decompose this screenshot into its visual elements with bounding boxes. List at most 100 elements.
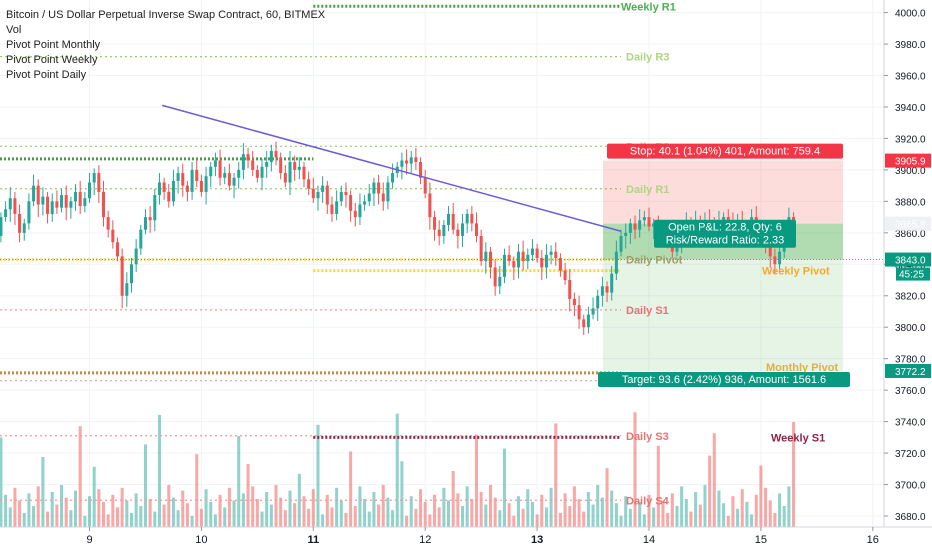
target-label: Target: 93.6 (2.42%) 936, Amount: 1561.6: [622, 374, 826, 386]
legend-study-weekly: Pivot Point Weekly: [6, 54, 98, 66]
candle-body: [451, 213, 455, 230]
candle-body: [372, 182, 376, 194]
volume-bar: [759, 465, 763, 527]
candle-body: [512, 261, 516, 268]
candle-body: [596, 295, 600, 309]
candle-body: [409, 157, 413, 164]
candle-body: [115, 242, 120, 257]
volume-bar: [316, 424, 320, 527]
last-price-tag-bg: [885, 252, 931, 267]
candle-body: [148, 217, 152, 221]
volume-bar: [311, 489, 315, 527]
volume-bar: [563, 493, 567, 527]
candle-body: [647, 217, 651, 227]
volume-bar: [171, 497, 175, 527]
stop-price-tag-bg: [885, 153, 931, 168]
candle-body: [423, 177, 427, 194]
volume-bar: [83, 515, 87, 527]
candle-body: [474, 223, 479, 236]
candle-body: [344, 191, 348, 196]
candle-body: [610, 273, 614, 293]
price-tick-label: 3900.0: [895, 166, 926, 177]
volume-bar: [554, 423, 558, 527]
candle-body: [60, 195, 64, 208]
time-tick-label: 12: [419, 534, 431, 546]
volume-bar: [409, 496, 413, 527]
time-axis[interactable]: 9 10 11 12 13 14 15 16: [0, 526, 932, 550]
volume-bar: [32, 506, 36, 527]
target-price-tag: 3772.2: [895, 367, 926, 378]
price-tick-label: 3700.0: [895, 481, 926, 492]
trendline[interactable]: [0, 104, 884, 260]
price-tick-label: 3820.0: [895, 292, 926, 303]
candle-body: [507, 254, 511, 262]
candle-body: [255, 169, 259, 178]
volume-bar: [251, 486, 255, 527]
volume-bar: [64, 497, 68, 527]
candle-body: [302, 166, 306, 180]
candle-body: [32, 185, 36, 202]
volume-bar: [255, 499, 259, 527]
candle-body: [586, 314, 590, 328]
candle-body: [353, 210, 357, 218]
volume-bar: [698, 504, 702, 527]
volume-bar: [577, 499, 581, 527]
volume-bar: [540, 494, 544, 527]
candle-body: [241, 154, 245, 170]
volume-bar: [451, 471, 455, 527]
volume-bar: [339, 500, 343, 527]
volume-bar: [148, 499, 152, 527]
volume-bar: [321, 514, 325, 527]
volume-bar: [736, 508, 740, 527]
candle-body: [321, 185, 325, 192]
volume-bar: [274, 485, 278, 527]
volume-bar: [41, 457, 45, 527]
volume-bar: [423, 501, 427, 527]
volume-bar: [610, 490, 614, 527]
volume-bar: [754, 494, 758, 527]
volume-bar: [115, 507, 120, 527]
volume-bar: [74, 490, 78, 527]
volume-bar: [101, 501, 106, 527]
candle-body: [74, 191, 78, 202]
price-tick-label: 3940.0: [895, 103, 926, 114]
volume-bar: [502, 448, 506, 527]
volume-bar: [750, 514, 754, 527]
volume-bar: [129, 513, 133, 527]
candle-body: [563, 270, 567, 281]
candle-body: [199, 180, 203, 192]
volume-bar: [484, 504, 488, 527]
candle-body: [502, 254, 506, 277]
candle-body: [88, 182, 92, 199]
daily-pivot-label: Daily S4: [626, 495, 670, 507]
volume-bar: [176, 510, 180, 527]
volume-bar: [549, 487, 553, 527]
candle-body: [36, 185, 40, 205]
position-tool[interactable]: [603, 160, 843, 371]
volume-bar: [493, 497, 497, 527]
volume-bar: [167, 485, 171, 527]
price-axis[interactable]: 3680.0 3700.0 3720.0 3740.0 3760.0 3780.0 3800…: [883, 0, 932, 550]
volume-bar: [437, 507, 441, 527]
volume-bar: [456, 493, 460, 527]
target-price-tag-bg: [885, 363, 931, 378]
volume-bar: [190, 515, 194, 527]
time-tick-label: 11: [307, 534, 319, 546]
volume-bar: [647, 494, 651, 527]
weekly-pivot-label: Weekly Pivot: [762, 266, 830, 278]
volume-bar: [8, 507, 12, 527]
candle-body: [521, 251, 525, 262]
candle-body: [69, 201, 73, 208]
candle-body: [171, 180, 175, 202]
time-tick-label: 16: [867, 534, 879, 546]
candle-body: [4, 209, 8, 218]
volume-bar: [381, 485, 385, 527]
volume-bar: [782, 506, 786, 527]
candle-body: [120, 256, 124, 296]
volume-bar: [237, 436, 241, 527]
volume-bar: [474, 434, 479, 527]
daily-pivot-label: Daily S3: [626, 431, 669, 443]
volume-bar: [157, 415, 161, 527]
volume-bar: [134, 493, 138, 527]
